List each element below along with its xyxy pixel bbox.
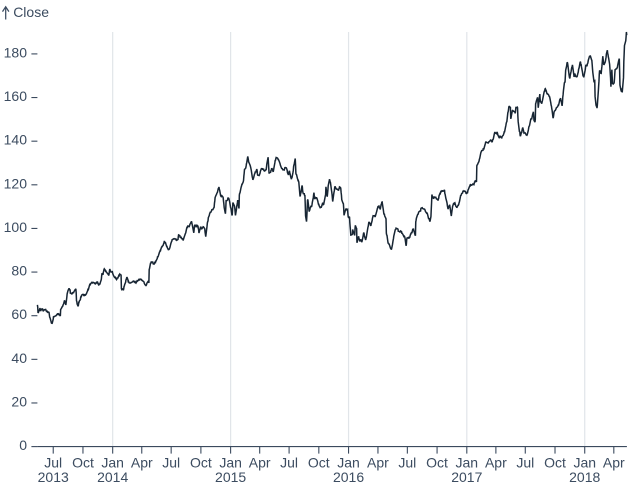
svg-text:40: 40 bbox=[11, 350, 27, 366]
svg-text:20: 20 bbox=[11, 393, 27, 409]
svg-text:180: 180 bbox=[4, 44, 28, 60]
svg-text:2017: 2017 bbox=[451, 469, 482, 485]
svg-text:Jan: Jan bbox=[456, 455, 479, 471]
svg-text:Apr: Apr bbox=[367, 455, 389, 471]
svg-text:Oct: Oct bbox=[308, 455, 330, 471]
svg-text:120: 120 bbox=[4, 175, 28, 191]
svg-text:100: 100 bbox=[4, 219, 28, 235]
svg-text:Jan: Jan bbox=[337, 455, 360, 471]
svg-text:Oct: Oct bbox=[72, 455, 94, 471]
svg-text:160: 160 bbox=[4, 88, 28, 104]
svg-text:Jul: Jul bbox=[516, 455, 534, 471]
svg-text:Apr: Apr bbox=[485, 455, 507, 471]
svg-text:Oct: Oct bbox=[190, 455, 212, 471]
svg-text:2018: 2018 bbox=[569, 469, 600, 485]
svg-text:2016: 2016 bbox=[333, 469, 364, 485]
svg-text:2015: 2015 bbox=[215, 469, 246, 485]
svg-text:140: 140 bbox=[4, 132, 28, 148]
svg-text:Jan: Jan bbox=[573, 455, 596, 471]
svg-text:Jul: Jul bbox=[44, 455, 62, 471]
svg-text:Jul: Jul bbox=[280, 455, 298, 471]
svg-text:2013: 2013 bbox=[38, 469, 69, 485]
svg-text:Oct: Oct bbox=[544, 455, 566, 471]
svg-text:Close: Close bbox=[13, 4, 49, 20]
svg-text:Jan: Jan bbox=[101, 455, 124, 471]
svg-text:Jul: Jul bbox=[398, 455, 416, 471]
svg-text:Apr: Apr bbox=[603, 455, 625, 471]
svg-text:Apr: Apr bbox=[131, 455, 153, 471]
svg-text:80: 80 bbox=[11, 263, 27, 279]
svg-text:Jul: Jul bbox=[162, 455, 180, 471]
svg-text:Jan: Jan bbox=[219, 455, 242, 471]
svg-text:60: 60 bbox=[11, 306, 27, 322]
svg-text:2014: 2014 bbox=[97, 469, 128, 485]
svg-text:Oct: Oct bbox=[426, 455, 448, 471]
svg-text:Apr: Apr bbox=[249, 455, 271, 471]
svg-text:0: 0 bbox=[19, 437, 27, 453]
